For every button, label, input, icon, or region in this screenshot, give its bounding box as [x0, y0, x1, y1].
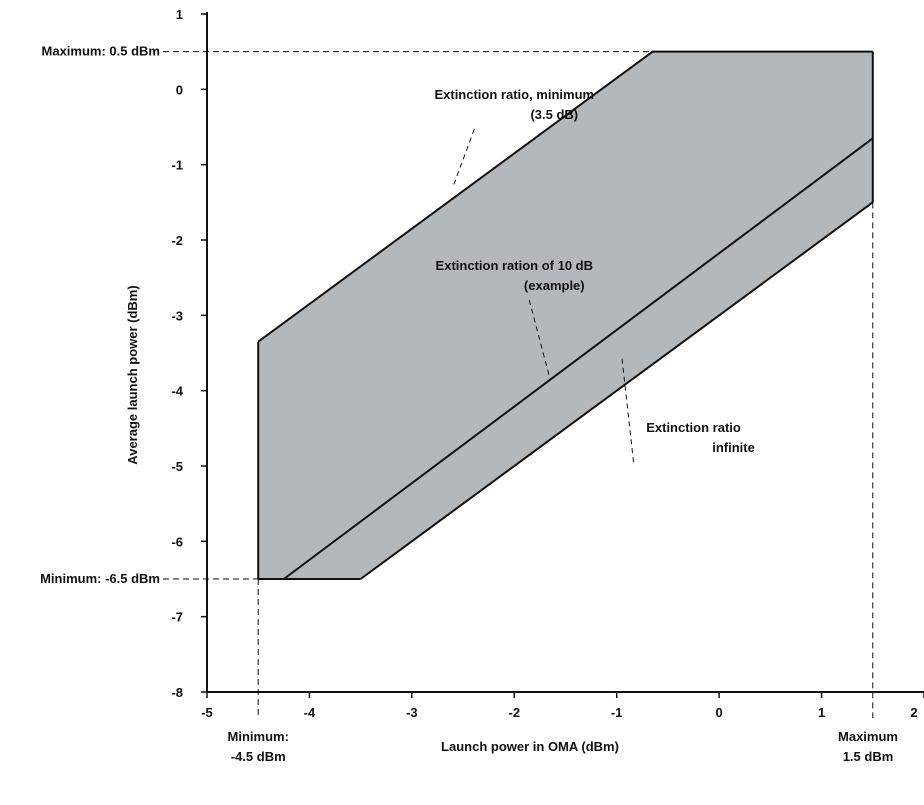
x-tick-label: 2 [910, 705, 917, 720]
x-tick-label: 0 [716, 705, 723, 720]
operating-region [258, 51, 873, 579]
reference-label: 1.5 dBm [843, 749, 894, 764]
y-tick-label: 1 [176, 7, 183, 22]
annotation-label: infinite [712, 440, 755, 455]
axes [201, 12, 924, 698]
y-tick-label: -4 [171, 384, 183, 399]
x-tick-label: -3 [406, 705, 418, 720]
reference-label: Minimum: -6.5 dBm [40, 571, 160, 586]
series-line-3 [360, 201, 874, 580]
annotation-label: Extinction ratio, minimum [434, 87, 594, 102]
annotation-label: (3.5 dB) [530, 107, 578, 122]
y-tick-label: -6 [171, 534, 183, 549]
annotation-pointer [528, 300, 551, 380]
y-tick-label: -7 [171, 610, 183, 625]
y-tick-label: -3 [171, 308, 183, 323]
annotation-label: Extinction ratio [646, 420, 741, 435]
y-axis-title: Average launch power (dBm) [125, 285, 140, 464]
annotation-label: (example) [524, 278, 585, 293]
reference-label: -4.5 dBm [231, 749, 286, 764]
series-layer [257, 50, 874, 580]
x-axis-title: Launch power in OMA (dBm) [441, 739, 619, 754]
y-tick-label: -2 [171, 233, 183, 248]
series-line-1 [257, 50, 873, 343]
x-tick-label: -2 [509, 705, 521, 720]
series-line-2 [283, 137, 874, 580]
x-tick-label: 1 [818, 705, 825, 720]
annotation-pointer [452, 128, 475, 188]
x-tick-label: -5 [201, 705, 213, 720]
annotation-pointers [452, 128, 635, 463]
x-tick-label: -4 [304, 705, 316, 720]
y-tick-label: -5 [171, 459, 183, 474]
reference-lines [163, 51, 874, 718]
x-tick-label: -1 [611, 705, 623, 720]
annotation-label: Extinction ration of 10 dB [436, 258, 593, 273]
labels: Launch power in OMA (dBm) Average launch… [40, 7, 918, 764]
reference-label: Minimum: [228, 729, 289, 744]
y-tick-label: -8 [171, 685, 183, 700]
y-tick-label: -1 [171, 158, 183, 173]
region-layer [258, 51, 873, 579]
reference-label: Maximum [838, 729, 898, 744]
reference-label: Maximum: 0.5 dBm [42, 44, 160, 59]
y-tick-label: 0 [176, 82, 183, 97]
